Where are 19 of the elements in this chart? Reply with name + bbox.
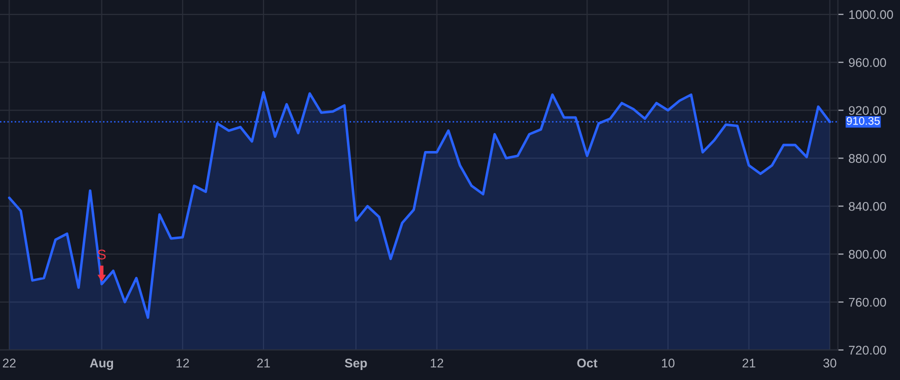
x-tick-label: 21 — [257, 358, 270, 368]
x-tick-label: 21 — [742, 358, 756, 368]
y-tick-label: 840.00 — [848, 202, 886, 211]
x-tick-label: 22 — [2, 358, 16, 368]
x-tick-label: 10 — [662, 358, 674, 368]
y-tick-label: 760.00 — [848, 298, 886, 307]
x-tick-label: 12 — [430, 358, 444, 368]
y-tick-label: 720.00 — [848, 346, 886, 355]
ref-line-label: 910.35 — [846, 116, 880, 125]
x-tick-label: Sep — [344, 358, 367, 370]
x-tick-label: Aug — [90, 358, 114, 370]
x-tick-label: Oct — [577, 358, 598, 368]
x-tick-label: 12 — [176, 358, 189, 368]
x-tick-label: 30 — [823, 358, 836, 368]
y-tick-label: 920.00 — [848, 106, 886, 115]
y-tick-label: 1000.00 — [849, 10, 894, 20]
y-tick-label: 960.00 — [848, 58, 886, 67]
y-tick-label: 880.00 — [848, 154, 886, 163]
y-tick-label: 800.00 — [848, 250, 886, 259]
